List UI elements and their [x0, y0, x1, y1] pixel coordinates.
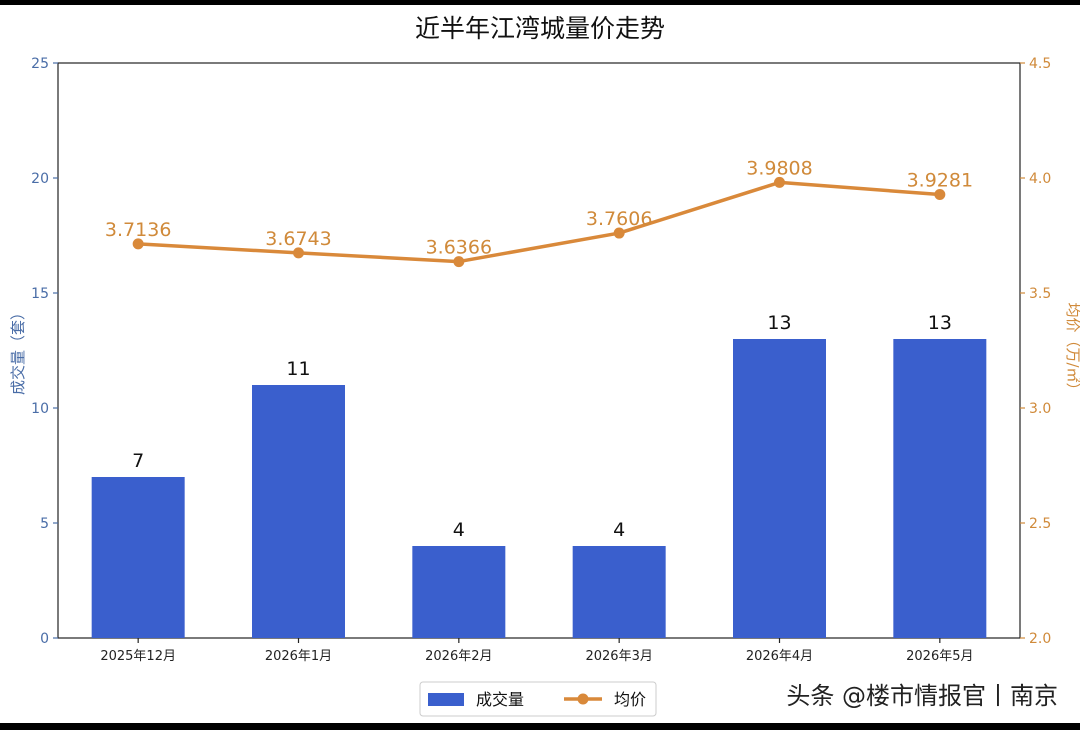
left-tick-label: 10 [31, 401, 49, 417]
chart-title: 近半年江湾城量价走势 [415, 14, 665, 43]
bar [91, 477, 185, 638]
left-tick-label: 5 [40, 516, 49, 532]
right-tick-label: 3.5 [1029, 286, 1051, 302]
legend-line-label: 均价 [614, 690, 646, 709]
bar [252, 385, 345, 638]
price-value-label: 3.6366 [426, 237, 492, 259]
left-tick-label: 15 [31, 286, 49, 302]
left-tick-label: 25 [31, 56, 49, 72]
legend-frame [419, 681, 657, 717]
price-line [132, 176, 946, 268]
bar-value-label: 13 [767, 312, 791, 334]
x-tick-label: 2026年3月 [585, 649, 652, 664]
price-point [293, 247, 304, 259]
right-tick-label: 2.5 [1029, 516, 1051, 532]
price-point [774, 176, 785, 188]
right-tick-label: 4.0 [1029, 171, 1051, 187]
price-point [934, 189, 946, 201]
bottom-border [0, 723, 1080, 730]
bar [733, 339, 826, 638]
right-tick-label: 2.0 [1029, 631, 1051, 647]
x-tick-label: 2026年1月 [265, 649, 332, 664]
left-tick-label: 20 [31, 171, 49, 187]
bar-value-label: 7 [132, 450, 144, 472]
watermark: 头条 @楼市情报官丨南京 [786, 682, 1058, 710]
axes: 0 5 10 15 20 25 2.0 2.5 3.0 3.5 4.0 4.5 2025年12月 2026… [31, 56, 1051, 664]
left-tick-label: 0 [40, 631, 49, 647]
x-tick-label: 2026年5月 [906, 649, 973, 664]
bar-value-label: 13 [928, 312, 952, 334]
price-point [453, 256, 465, 268]
legend: 成交量 均价 [419, 681, 657, 717]
legend-bar-label: 成交量 [476, 690, 524, 709]
price-point [613, 227, 625, 239]
x-tick-label: 2025年12月 [100, 649, 176, 664]
bar [893, 339, 987, 638]
right-tick-label: 4.5 [1029, 56, 1051, 72]
price-point [132, 238, 144, 250]
price-series-line [138, 180, 940, 264]
x-tick-label: 2026年4月 [746, 649, 813, 664]
right-axis-label: 均价（万/㎡） [1064, 302, 1080, 397]
right-tick-label: 3.0 [1029, 401, 1051, 417]
price-value-label: 3.9808 [746, 157, 812, 179]
plot-frame [57, 62, 1021, 639]
x-tick-label: 2026年2月 [425, 649, 492, 664]
left-axis-label: 成交量（套） [9, 305, 27, 395]
price-value-label: 3.6743 [265, 228, 331, 250]
bar-value-label: 4 [613, 519, 625, 541]
price-value-label: 3.7136 [105, 219, 171, 241]
bar-value-label: 11 [286, 358, 310, 380]
data-labels: 7 11 4 4 13 13 3.7136 3.6743 3.6366 3.7606 3.9808 3… [105, 157, 973, 541]
legend-line-marker [577, 693, 589, 705]
bars [91, 339, 987, 638]
price-value-label: 3.7606 [586, 208, 652, 230]
legend-bar-swatch [428, 693, 464, 706]
bar [572, 546, 666, 638]
bar-value-label: 4 [453, 519, 465, 541]
top-border [0, 0, 1080, 5]
price-value-label: 3.9281 [907, 170, 973, 192]
bar [412, 546, 506, 638]
